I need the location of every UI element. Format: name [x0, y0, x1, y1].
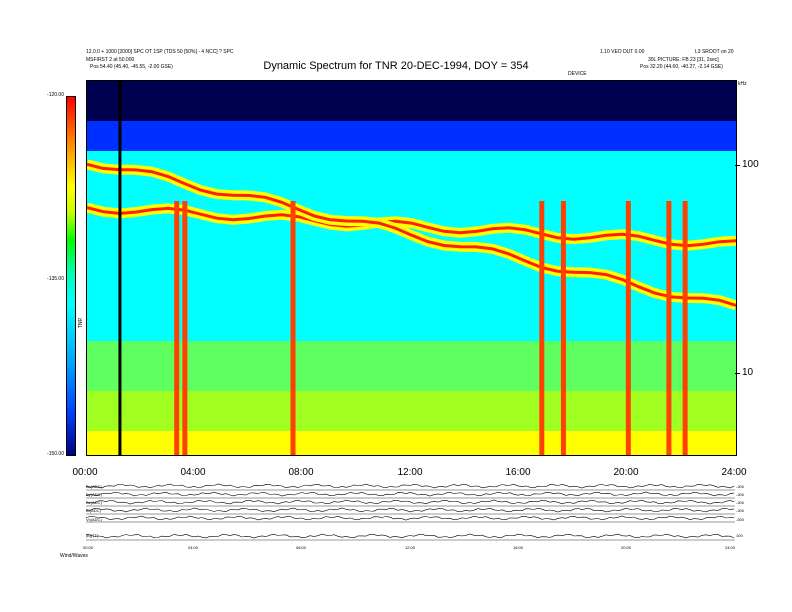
header-line-1: 12.0.0 + 1000 [2000] SPC OT 1SP (TDS 50 …	[86, 49, 234, 55]
spectrum-svg	[85, 81, 738, 455]
y-tick-mark-100	[735, 165, 740, 166]
panel-label-bx: Bx(ADC)	[86, 484, 102, 489]
header-line-2: MSFIRST 2 at 50.000	[86, 57, 135, 63]
panel-right-2: -300	[736, 500, 745, 505]
colorbar-tick-bottom: -150.00	[47, 451, 64, 457]
timeseries-line-3	[85, 507, 735, 513]
burst-5	[625, 201, 631, 455]
bg-dark-top	[87, 81, 736, 121]
panel-right-3: -300	[736, 508, 745, 513]
burst-3	[539, 201, 545, 455]
x-tick-3: 12:00	[397, 467, 423, 478]
pos-right-label: Pos	[640, 64, 649, 70]
panel-label-b: |B|(TT)	[86, 533, 99, 538]
panel-label-vx: Vx(ADC)	[86, 517, 102, 522]
y-tick-mark-10	[735, 373, 740, 374]
panel-label-bz: Bz(ADC)	[86, 500, 102, 505]
device-label: DEVICE	[568, 71, 587, 77]
pos-right: Pos 32.20 (44.60, -40.27, -2.14 GSE)	[640, 64, 723, 70]
bottom-tick-0: 00:00	[82, 545, 94, 550]
burst-6	[666, 201, 672, 455]
burst-2	[290, 201, 296, 455]
timeseries-line-5	[85, 533, 735, 539]
header-right-3: 30L PICTURE: FB 23 [31, 2sec]	[648, 57, 719, 63]
timeseries-line-0	[85, 483, 735, 489]
burst-0	[174, 201, 180, 455]
y-tick-100: 100	[742, 159, 759, 170]
timeseries-svg	[85, 483, 735, 541]
x-tick-2: 08:00	[288, 467, 314, 478]
pos-left: Pos 54.40 (45.40, -45.55, -2.00 GSE)	[90, 64, 173, 70]
colorbar	[66, 96, 76, 456]
burst-1	[182, 201, 188, 455]
timeseries-line-4	[85, 515, 735, 521]
bottom-tick-3: 12:00	[404, 545, 416, 550]
x-tick-4: 16:00	[505, 467, 531, 478]
dynamic-spectrum-heatmap	[85, 80, 738, 456]
panel-label-bt: Bt(ADC)	[86, 508, 101, 513]
panel-right-5: 100	[736, 533, 743, 538]
panel-right-0: -300	[736, 484, 745, 489]
colorbar-tick-top: -120.00	[47, 92, 64, 98]
x-tick-5: 20:00	[613, 467, 639, 478]
panel-right-1: -300	[736, 492, 745, 497]
timeseries-line-1	[85, 491, 735, 497]
panel-right-4: -300	[736, 517, 745, 522]
y-unit-label: kHz	[738, 81, 747, 87]
pos-right-value: 32.20 (44.60, -40.27, -2.14 GSE)	[650, 64, 723, 70]
panel-label-by: By(ADC)	[86, 492, 102, 497]
bottom-tick-4: 16:00	[512, 545, 524, 550]
header-right-2: L3 SROOT on 20	[695, 49, 734, 55]
burst-7	[682, 201, 688, 455]
timeseries-line-2	[86, 499, 735, 505]
colorbar-tick-mid: -135.00	[47, 276, 64, 282]
burst-4	[560, 201, 566, 455]
bottom-tick-1: 04:00	[187, 545, 199, 550]
footer-label: Wind/Waves	[60, 553, 88, 559]
x-tick-0: 00:00	[72, 467, 98, 478]
x-tick-6: 24:00	[721, 467, 747, 478]
pos-left-value: 54.40 (45.40, -45.55, -2.00 GSE)	[100, 64, 173, 70]
x-tick-1: 04:00	[180, 467, 206, 478]
lower-timeseries-panels	[85, 480, 735, 545]
bottom-tick-5: 20:00	[620, 545, 632, 550]
bottom-tick-6: 24:00	[724, 545, 736, 550]
header-right-1: 1.10 VEO DUT 0.00	[600, 49, 645, 55]
chart-title: Dynamic Spectrum for TNR 20-DEC-1994, DO…	[263, 60, 529, 72]
bottom-tick-2: 08:00	[295, 545, 307, 550]
colorbar-label: TNR	[78, 317, 85, 329]
data-gap-0	[118, 81, 122, 455]
pos-left-label: Pos	[90, 64, 99, 70]
y-tick-10: 10	[742, 367, 754, 378]
